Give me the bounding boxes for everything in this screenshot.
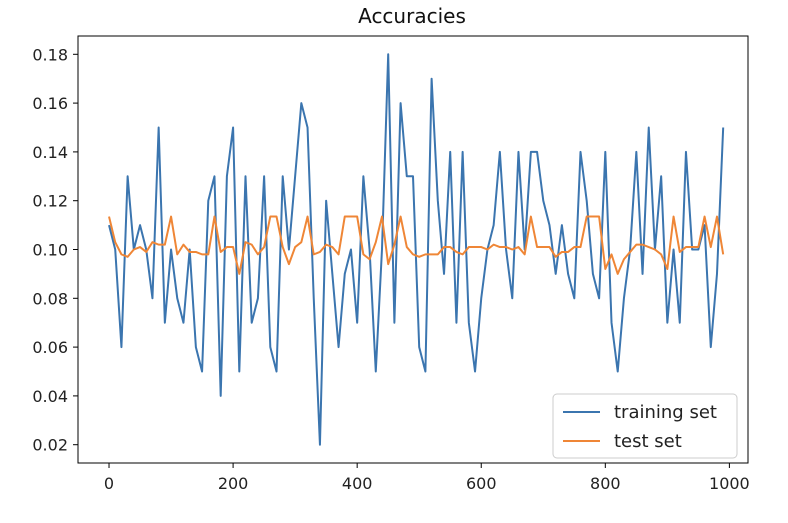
x-tick-label: 600 [466, 474, 497, 493]
x-tick-label: 1000 [709, 474, 750, 493]
y-tick-label: 0.14 [32, 143, 68, 162]
legend-label-test-set: test set [614, 431, 682, 452]
y-tick-label: 0.10 [32, 241, 68, 260]
x-tick-label: 200 [218, 474, 249, 493]
series-line-training-set [108, 53, 725, 446]
legend: training set test set [552, 393, 738, 459]
y-tick-label: 0.06 [32, 338, 68, 357]
y-tick-label: 0.16 [32, 94, 68, 113]
x-tick-label: 400 [342, 474, 373, 493]
y-tick-label: 0.12 [32, 192, 68, 211]
y-tick-label: 0.04 [32, 387, 68, 406]
x-tick-label: 800 [590, 474, 621, 493]
y-axis: 0.02 0.04 0.06 0.08 0.10 0.12 0.14 0.16 0.18 [32, 45, 78, 455]
chart-title: Accuracies [358, 4, 466, 28]
series-line-test-set [108, 215, 725, 275]
x-axis: 0 200 400 600 800 1000 [104, 463, 750, 493]
y-tick-label: 0.18 [32, 45, 68, 64]
series-layer [108, 53, 725, 446]
x-tick-label: 0 [104, 474, 114, 493]
legend-label-training-set: training set [614, 402, 717, 423]
y-tick-label: 0.08 [32, 289, 68, 308]
y-tick-label: 0.02 [32, 436, 68, 455]
